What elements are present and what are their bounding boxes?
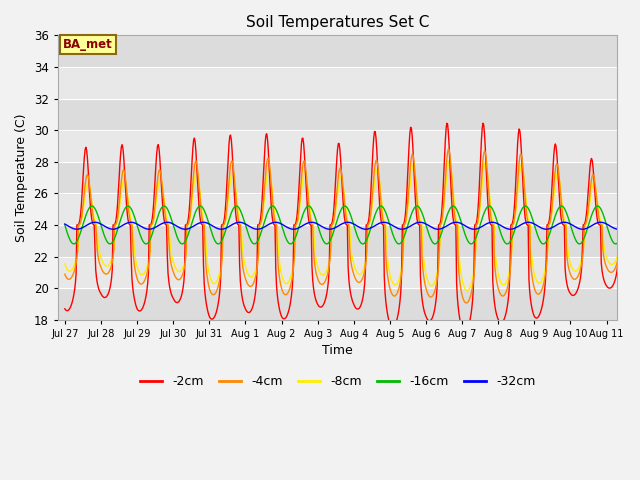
Legend: -2cm, -4cm, -8cm, -16cm, -32cm: -2cm, -4cm, -8cm, -16cm, -32cm xyxy=(134,370,540,393)
Bar xyxy=(58,67,618,98)
Bar xyxy=(58,98,618,130)
Text: BA_met: BA_met xyxy=(63,38,113,51)
Y-axis label: Soil Temperature (C): Soil Temperature (C) xyxy=(15,113,28,242)
Bar xyxy=(58,162,618,193)
X-axis label: Time: Time xyxy=(322,344,353,357)
Bar xyxy=(58,36,618,67)
Bar xyxy=(58,288,618,320)
Bar xyxy=(58,193,618,225)
Title: Soil Temperatures Set C: Soil Temperatures Set C xyxy=(246,15,429,30)
Bar xyxy=(58,130,618,162)
Bar xyxy=(58,256,618,288)
Bar xyxy=(58,225,618,256)
